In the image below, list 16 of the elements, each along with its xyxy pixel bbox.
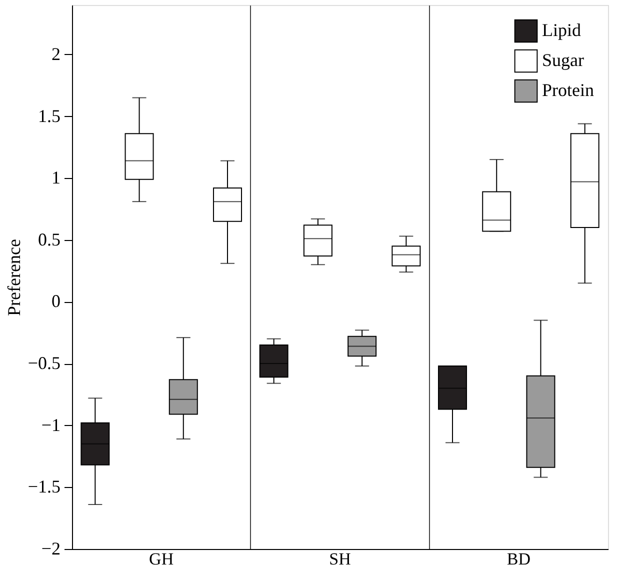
legend-label: Sugar xyxy=(542,50,584,70)
y-tick-label: 0 xyxy=(52,291,60,312)
y-axis-title: Preference xyxy=(4,239,24,316)
legend-label: Protein xyxy=(542,80,594,100)
y-tick-label: −2 xyxy=(41,538,60,558)
x-tick-label: GH xyxy=(149,550,174,568)
y-tick-label: 1 xyxy=(52,168,60,188)
x-tick-label: BD xyxy=(506,550,530,568)
y-tick-label: −0.5 xyxy=(28,353,60,374)
y-tick-label: 1.5 xyxy=(38,106,60,126)
y-tick-label: −1 xyxy=(41,414,60,435)
y-tick-label: 0.5 xyxy=(38,229,60,250)
legend-label: Lipid xyxy=(542,20,581,40)
y-tick-label: 2 xyxy=(52,44,60,64)
x-tick-label: SH xyxy=(329,550,351,568)
y-tick-label: −1.5 xyxy=(28,476,60,497)
